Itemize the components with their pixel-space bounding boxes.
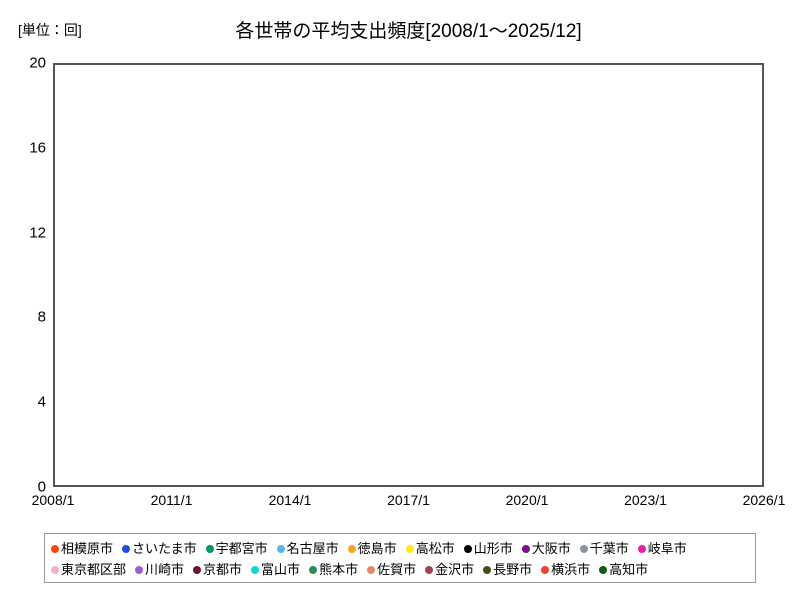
legend-label: 相模原市: [61, 541, 114, 556]
legend-marker-icon: [521, 544, 530, 553]
legend-item-川崎市[interactable]: 川崎市: [135, 563, 184, 576]
legend-label: 宇都宮市: [215, 541, 268, 556]
legend-label: 富山市: [261, 562, 301, 577]
y-tick-label: 12: [29, 224, 46, 242]
legend-item-徳島市[interactable]: 徳島市: [347, 541, 397, 556]
legend-row: 東京都区部 川崎市 京都市 富山市 熊本市 佐賀市 金沢市 長野市 横浜市 高知市: [51, 559, 749, 580]
legend-row: 相模原市 さいたま市 宇都宮市 名古屋市 徳島市 高松市 山形市 大阪市 千葉市 岐阜市: [51, 538, 749, 559]
legend-marker-icon: [51, 544, 59, 553]
legend-marker-icon: [463, 544, 472, 553]
legend-item-金沢市[interactable]: 金沢市: [425, 563, 474, 576]
legend-item-京都市[interactable]: 京都市: [193, 563, 242, 576]
plot-frame: [53, 63, 764, 487]
legend-item-東京都区部[interactable]: 東京都区部: [51, 563, 126, 576]
y-tick-label: 16: [29, 139, 46, 157]
plot-area: [53, 63, 764, 487]
unit-label: [単位：回]: [18, 22, 82, 38]
x-tick-label: 2017/1: [387, 492, 430, 508]
legend-marker-icon: [367, 565, 376, 574]
legend-item-高松市[interactable]: 高松市: [405, 541, 455, 556]
legend-item-千葉市[interactable]: 千葉市: [579, 541, 629, 556]
legend-label: 東京都区部: [61, 562, 127, 577]
legend-marker-icon: [251, 565, 260, 574]
legend-label: 名古屋市: [286, 541, 339, 556]
legend-label: 岐阜市: [647, 541, 687, 556]
legend-marker-icon: [347, 544, 356, 553]
y-tick-label: 4: [37, 393, 46, 411]
legend-item-佐賀市[interactable]: 佐賀市: [367, 563, 416, 576]
legend-label: 高知市: [609, 562, 649, 577]
legend-label: 山形市: [473, 541, 513, 556]
x-tick-label: 2008/1: [31, 492, 75, 508]
legend-label: 金沢市: [435, 562, 475, 577]
legend-label: 長野市: [493, 562, 533, 577]
legend-marker-icon: [205, 544, 214, 553]
legend-label: 佐賀市: [377, 562, 417, 577]
legend-label: さいたま市: [132, 541, 197, 556]
legend-item-相模原市[interactable]: 相模原市: [51, 542, 113, 555]
legend-label: 高松市: [415, 541, 455, 556]
legend-label: 横浜市: [551, 562, 591, 577]
y-tick-label: 0: [37, 478, 46, 496]
legend-marker-icon: [483, 565, 492, 574]
legend-item-さいたま市[interactable]: さいたま市: [122, 542, 197, 555]
legend-item-横浜市[interactable]: 横浜市: [541, 563, 590, 576]
y-tick-label: 8: [37, 308, 46, 326]
legend-item-山形市[interactable]: 山形市: [463, 541, 513, 556]
x-tick-label: 2011/1: [150, 492, 193, 508]
legend-label: 大阪市: [531, 541, 571, 556]
legend-item-長野市[interactable]: 長野市: [483, 563, 532, 576]
legend-marker-icon: [425, 565, 434, 574]
legend-marker-icon: [405, 544, 414, 553]
legend-marker-icon: [122, 544, 131, 553]
legend: 相模原市 さいたま市 宇都宮市 名古屋市 徳島市 高松市 山形市 大阪市 千葉市 岐阜市 東京都区…: [44, 533, 756, 583]
x-tick-label: 2020/1: [505, 492, 549, 508]
x-tick-label: 2023/1: [624, 492, 667, 508]
legend-item-岐阜市[interactable]: 岐阜市: [637, 541, 687, 556]
legend-item-宇都宮市[interactable]: 宇都宮市: [205, 541, 268, 556]
legend-label: 京都市: [203, 562, 243, 577]
legend-marker-icon: [51, 565, 59, 574]
legend-label: 千葉市: [589, 541, 629, 556]
legend-item-大阪市[interactable]: 大阪市: [521, 541, 571, 556]
legend-marker-icon: [276, 544, 285, 553]
x-tick-label: 2026/1: [742, 492, 786, 508]
legend-marker-icon: [637, 544, 646, 553]
legend-item-富山市[interactable]: 富山市: [251, 563, 300, 576]
y-tick-label: 20: [29, 54, 46, 72]
legend-marker-icon: [309, 565, 318, 574]
legend-label: 徳島市: [357, 541, 397, 556]
legend-marker-icon: [135, 565, 144, 574]
legend-marker-icon: [193, 565, 202, 574]
legend-marker-icon: [599, 565, 608, 574]
legend-label: 川崎市: [145, 562, 185, 577]
legend-label: 熊本市: [319, 562, 359, 577]
legend-marker-icon: [579, 544, 588, 553]
legend-marker-icon: [541, 565, 550, 574]
x-tick-label: 2014/1: [268, 492, 312, 508]
chart-title: 各世帯の平均支出頻度[2008/1～2025/12]: [235, 21, 582, 42]
legend-item-高知市[interactable]: 高知市: [599, 563, 648, 576]
legend-item-名古屋市[interactable]: 名古屋市: [276, 541, 339, 556]
legend-item-熊本市[interactable]: 熊本市: [309, 563, 358, 576]
